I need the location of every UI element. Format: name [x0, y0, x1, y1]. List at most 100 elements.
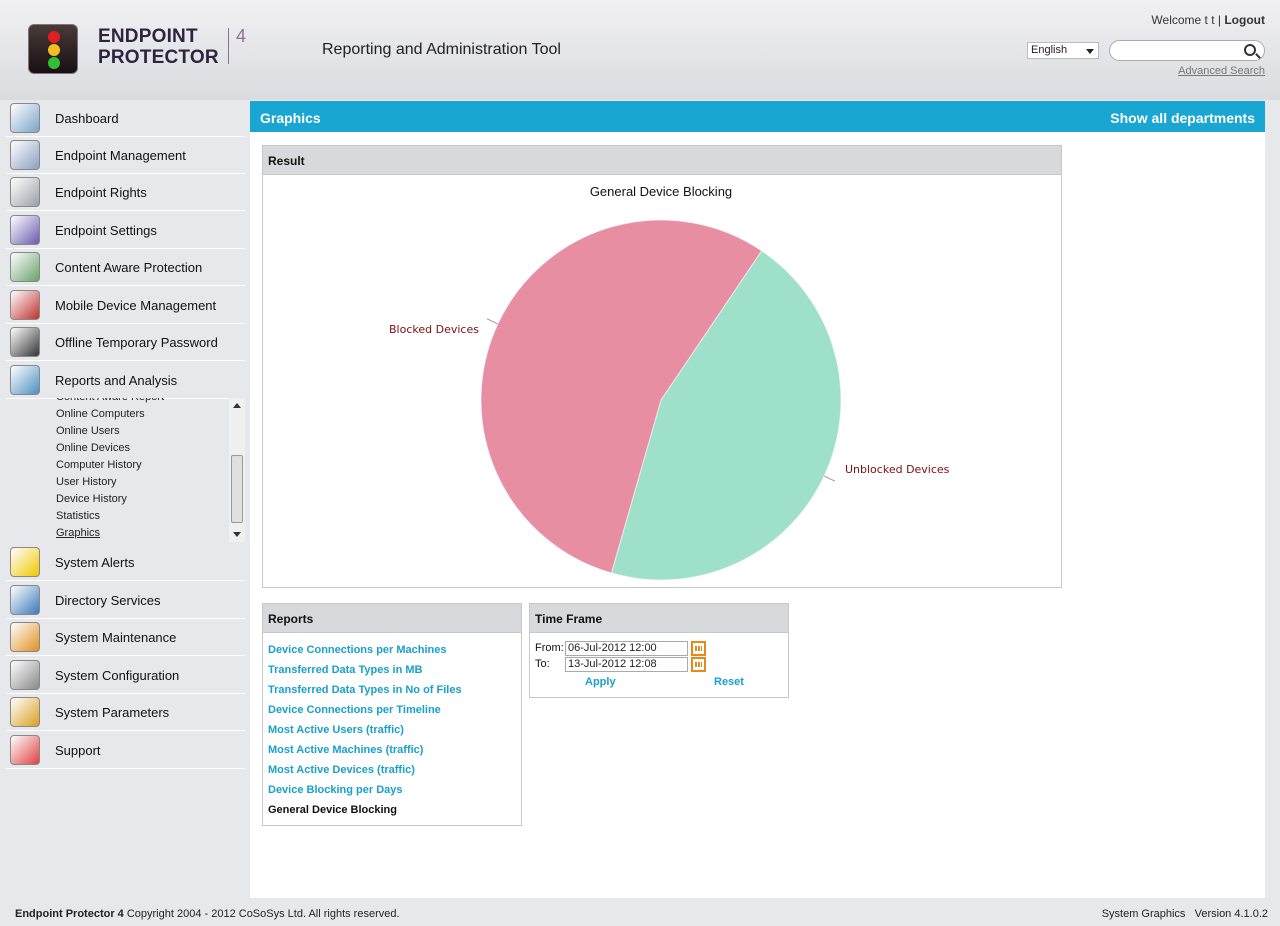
- footer-section: System Graphics: [1101, 908, 1186, 920]
- sidebar-item-label: System Parameters: [55, 705, 170, 720]
- search-icon[interactable]: [1244, 44, 1256, 56]
- sidebar-item-system-alerts[interactable]: System Alerts: [6, 544, 245, 581]
- sidebar: Dashboard Endpoint Management Endpoint Rig…: [0, 100, 250, 898]
- sidebar-item-directory-services[interactable]: Directory Services: [6, 582, 245, 619]
- scroll-thumb[interactable]: [231, 455, 243, 523]
- logo-text: ENDPOINT PROTECTOR: [98, 26, 219, 68]
- logo-line1: ENDPOINT: [98, 26, 198, 47]
- sidebar-item-dashboard[interactable]: Dashboard: [6, 100, 245, 137]
- subnav-item-online-computers[interactable]: Online Computers: [56, 408, 145, 420]
- pie-chart: General Device Blocking Unblocked Devices…: [389, 184, 950, 581]
- footer-version-text: Version 4.1.0.2: [1194, 908, 1268, 920]
- sidebar-item-endpoint-settings[interactable]: Endpoint Settings: [6, 212, 245, 249]
- report-link[interactable]: Device Connections per Machines: [268, 644, 447, 656]
- pie-label-connector: [823, 475, 836, 482]
- sidebar-item-label: Reports and Analysis: [55, 373, 178, 388]
- apply-button[interactable]: Apply: [585, 676, 616, 688]
- report-link[interactable]: Device Blocking per Days: [268, 784, 403, 796]
- pie-slice-label: Blocked Devices: [389, 323, 479, 336]
- warning-icon: [10, 547, 40, 577]
- language-select[interactable]: English: [1027, 42, 1099, 59]
- sidebar-item-label: Support: [55, 743, 101, 758]
- scroll-up-icon[interactable]: [233, 403, 241, 408]
- sidebar-item-offline-temporary-password[interactable]: Offline Temporary Password: [6, 324, 245, 361]
- language-value: English: [1031, 44, 1068, 56]
- to-date-field[interactable]: 13-Jul-2012 12:08: [565, 657, 688, 672]
- welcome-label: Welcome t t |: [1151, 13, 1225, 27]
- subnav-item-device-history[interactable]: Device History: [56, 493, 127, 505]
- result-panel-header: Result: [263, 146, 1061, 175]
- sidebar-item-endpoint-management[interactable]: Endpoint Management: [6, 137, 245, 174]
- report-link[interactable]: Transferred Data Types in No of Files: [268, 684, 462, 696]
- report-link[interactable]: Most Active Machines (traffic): [268, 744, 424, 756]
- from-label: From:: [535, 642, 564, 654]
- pie-slice-blocked-devices: [480, 219, 763, 574]
- sidebar-item-label: Content Aware Protection: [55, 260, 203, 275]
- pie-label-connector: [486, 318, 499, 325]
- sidebar-item-label: Dashboard: [55, 111, 119, 126]
- page-title: Graphics: [260, 110, 321, 126]
- sidebar-item-label: Offline Temporary Password: [55, 335, 218, 350]
- sidebar-item-system-configuration[interactable]: System Configuration: [6, 657, 245, 694]
- sidebar-item-support[interactable]: Support: [6, 732, 245, 769]
- subnav-item-computer-history[interactable]: Computer History: [56, 459, 142, 471]
- report-link[interactable]: Most Active Users (traffic): [268, 724, 404, 736]
- sidebar-item-reports-and-analysis[interactable]: Reports and Analysis: [6, 362, 245, 399]
- header: ENDPOINT PROTECTOR 4 Reporting and Admin…: [0, 0, 1280, 100]
- calculator-icon: [10, 327, 40, 357]
- tools-icon: [10, 215, 40, 245]
- result-panel-title: Result: [268, 154, 305, 168]
- lifebuoy-icon: [10, 735, 40, 765]
- report-link[interactable]: Device Connections per Timeline: [268, 704, 441, 716]
- footer-copyright: Endpoint Protector 4 Copyright 2004 - 20…: [15, 908, 400, 920]
- sidebar-item-endpoint-rights[interactable]: Endpoint Rights: [6, 174, 245, 211]
- time-frame-panel: Time Frame From: 06-Jul-2012 12:00 To: 1…: [529, 603, 789, 698]
- logout-link[interactable]: Logout: [1224, 13, 1265, 27]
- subnav-item-online-devices[interactable]: Online Devices: [56, 442, 130, 454]
- report-link[interactable]: Most Active Devices (traffic): [268, 764, 415, 776]
- logo-divider: [228, 28, 229, 64]
- subnav-item-statistics[interactable]: Statistics: [56, 510, 101, 522]
- directory-icon: [10, 585, 40, 615]
- footer: Endpoint Protector 4 Copyright 2004 - 20…: [0, 898, 1280, 926]
- keys-icon: [10, 177, 40, 207]
- sidebar-item-system-parameters[interactable]: System Parameters: [6, 694, 245, 731]
- calendar-icon[interactable]: [691, 641, 706, 656]
- sidebar-item-label: System Maintenance: [55, 630, 177, 645]
- content-aware-icon: [10, 252, 40, 282]
- subnav-item-graphics[interactable]: Graphics: [56, 527, 101, 539]
- sidebar-item-label: Endpoint Management: [55, 148, 186, 163]
- sidebar-item-mobile-device-management[interactable]: Mobile Device Management: [6, 287, 245, 324]
- subnav-scrollbar[interactable]: [229, 398, 245, 542]
- advanced-search-link[interactable]: Advanced Search: [1178, 65, 1265, 77]
- sidebar-item-label: Endpoint Rights: [55, 185, 147, 200]
- scroll-down-icon[interactable]: [233, 532, 241, 537]
- subnav-item-content-aware-report[interactable]: Content Aware Report: [56, 398, 164, 403]
- from-date-field[interactable]: 06-Jul-2012 12:00: [565, 641, 688, 656]
- subnav-item-online-users[interactable]: Online Users: [56, 425, 120, 437]
- sidebar-item-system-maintenance[interactable]: System Maintenance: [6, 619, 245, 656]
- traffic-light-logo-icon: [28, 24, 78, 74]
- report-link: General Device Blocking: [268, 804, 397, 816]
- main-content: Graphics Show all departments Result Gen…: [250, 101, 1265, 898]
- sidebar-item-content-aware-protection[interactable]: Content Aware Protection: [6, 249, 245, 286]
- report-link[interactable]: Transferred Data Types in MB: [268, 664, 423, 676]
- search-input[interactable]: [1109, 40, 1265, 61]
- sidebar-item-label: System Configuration: [55, 668, 180, 683]
- mobile-device-icon: [10, 290, 40, 320]
- time-frame-title: Time Frame: [535, 612, 603, 626]
- calendar-icon[interactable]: [691, 657, 706, 672]
- time-frame-header: Time Frame: [530, 604, 788, 633]
- subnav-item-user-history[interactable]: User History: [56, 476, 117, 488]
- show-all-departments-link[interactable]: Show all departments: [1110, 110, 1255, 126]
- app-title: Reporting and Administration Tool: [322, 41, 561, 58]
- pie-slice-label: Unblocked Devices: [845, 463, 950, 476]
- ruler-icon: [10, 697, 40, 727]
- reports-panel: Reports Device Connections per Machines T…: [262, 603, 522, 826]
- footer-brand: Endpoint Protector 4: [15, 908, 124, 920]
- footer-copyright-text: Copyright 2004 - 2012 CoSoSys Ltd. All r…: [123, 908, 400, 920]
- endpoint-management-icon: [10, 140, 40, 170]
- reset-button[interactable]: Reset: [714, 676, 744, 688]
- sidebar-item-label: System Alerts: [55, 555, 135, 570]
- sidebar-item-label: Mobile Device Management: [55, 298, 217, 313]
